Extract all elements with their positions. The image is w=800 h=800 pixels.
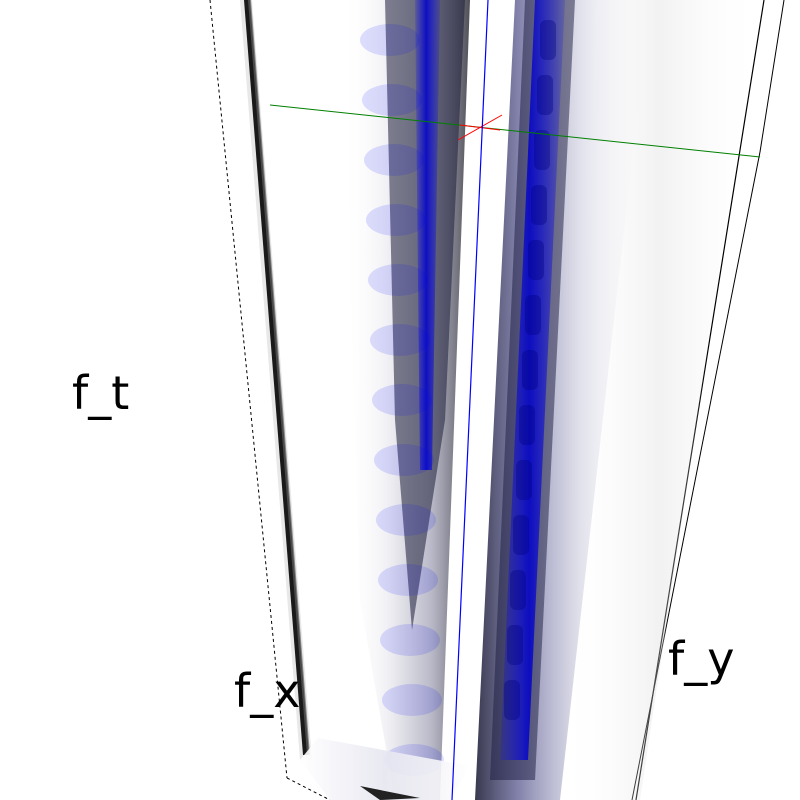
bottom-face — [300, 738, 470, 800]
right-volume-slab — [475, 0, 760, 800]
left-streak — [240, 0, 312, 760]
axes — [269, 0, 761, 800]
axis-label-y: f_y — [668, 632, 735, 686]
left-volume-slab — [342, 0, 470, 800]
axis-label-x: f_x — [234, 664, 301, 718]
axis-label-t: f_t — [72, 366, 130, 420]
